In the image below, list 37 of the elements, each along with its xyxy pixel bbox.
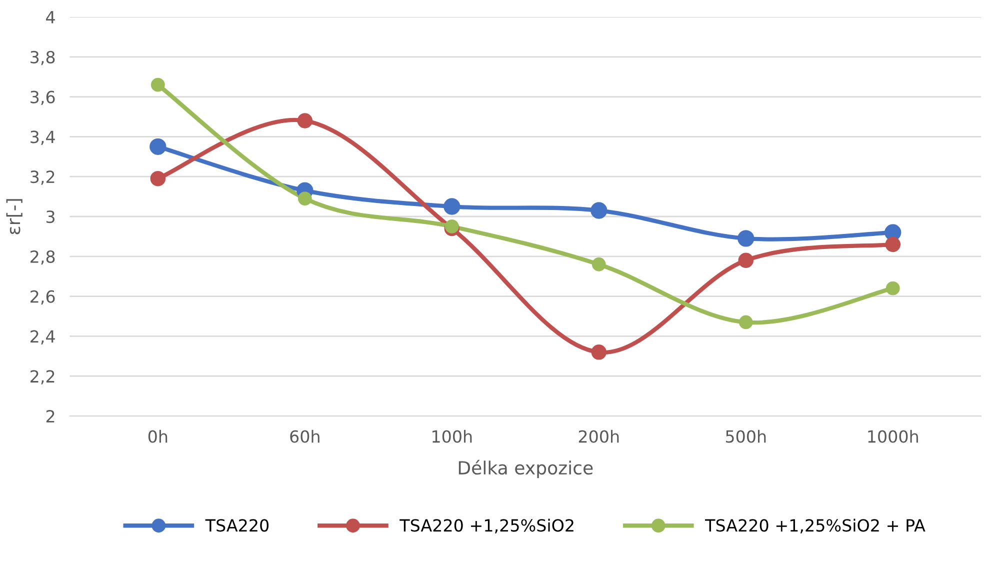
- y-tick-label: 2,6: [30, 290, 55, 305]
- point: [738, 252, 754, 268]
- x-tick-label: 100h: [432, 430, 472, 443]
- x-axis-title: Délka expozice: [458, 460, 593, 478]
- legend-label: TSA220 +1,25%SiO2 + PA: [705, 518, 926, 534]
- y-tick-label: 3,2: [30, 170, 54, 185]
- y-tick-label: 3,6: [30, 90, 55, 106]
- x-tick-label: 0h: [148, 430, 168, 443]
- point: [885, 236, 901, 252]
- point: [886, 281, 900, 296]
- point: [298, 192, 312, 206]
- y-tick-label: 2,2: [30, 370, 54, 384]
- point: [297, 113, 313, 128]
- point: [444, 220, 459, 234]
- y-axis-title: εr[-]: [6, 199, 22, 234]
- y-tick-label: 4: [46, 11, 55, 24]
- y-tick-label: 3,4: [30, 130, 55, 145]
- point: [444, 198, 460, 215]
- legend-label: TSA220: [205, 519, 269, 532]
- point: [738, 230, 754, 247]
- y-tick-label: 2,8: [30, 250, 55, 265]
- y-tick-label: 2,4: [30, 330, 55, 344]
- point: [590, 202, 608, 219]
- point: [592, 257, 606, 272]
- y-tick-label: 2: [46, 410, 54, 422]
- x-tick-label: 1000h: [868, 430, 918, 443]
- point: [150, 78, 165, 92]
- y-tick-label: 3: [46, 210, 54, 224]
- point: [150, 170, 166, 186]
- point: [738, 315, 753, 330]
- legend-label: TSA220 +1,25%SiO2: [400, 518, 574, 534]
- y-tick-label: 3,8: [30, 50, 55, 66]
- point: [150, 138, 166, 155]
- point: [591, 344, 607, 360]
- x-tick-label: 500h: [726, 430, 766, 443]
- x-tick-label: 60h: [290, 430, 320, 443]
- x-tick-label: 200h: [578, 430, 619, 443]
